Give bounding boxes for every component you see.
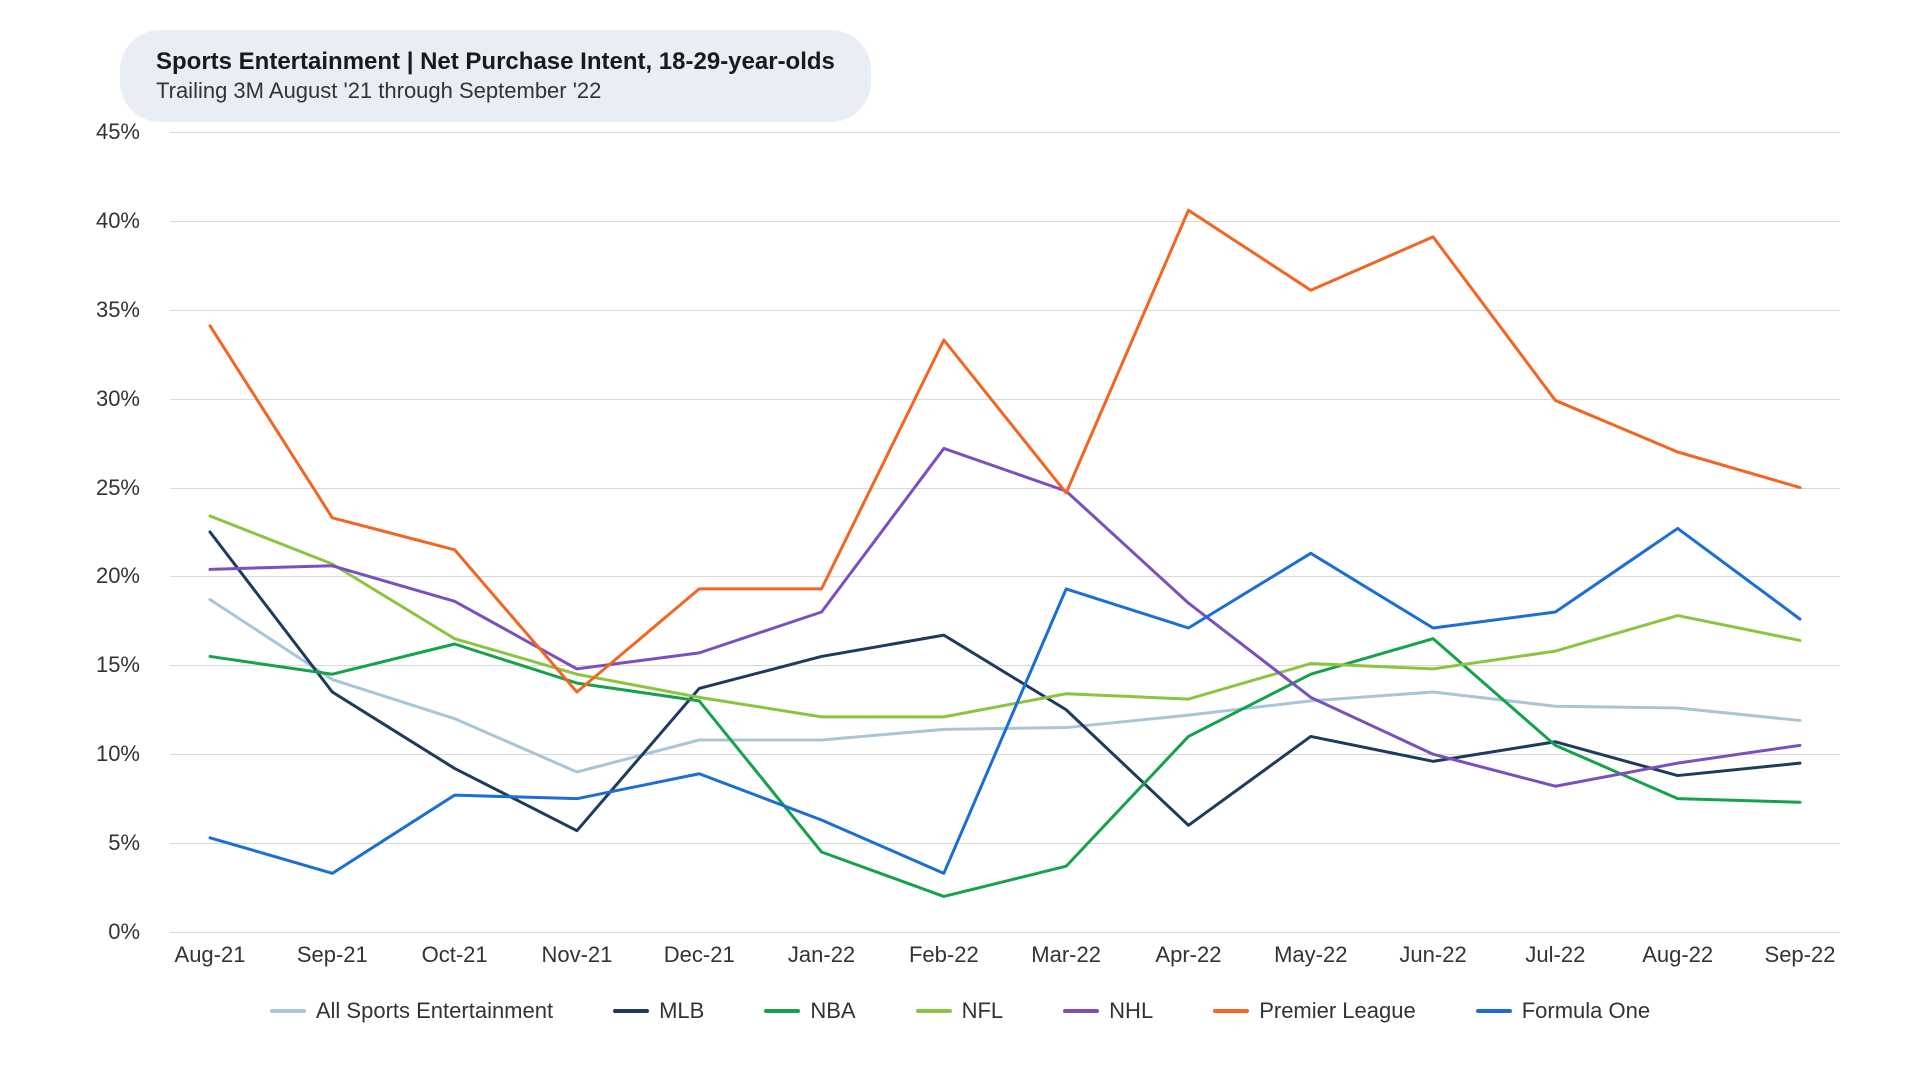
y-tick-label: 35% [96, 297, 140, 323]
series-line [210, 516, 1800, 717]
y-tick-label: 45% [96, 119, 140, 145]
legend-swatch [270, 1009, 306, 1013]
x-axis-labels: Aug-21 Sep-21 Oct-21 Nov-21 Dec-21 Jan-22 Feb-… [170, 942, 1840, 972]
plot-area: 0%5%10%15%20%25%30%35%40%45% Aug-21Sep-2… [60, 132, 1860, 992]
legend-item: NFL [916, 998, 1004, 1024]
x-tick-label: Aug-21 [175, 942, 246, 968]
chart-lines-svg [170, 132, 1840, 932]
series-line [210, 210, 1800, 692]
chart-subtitle: Trailing 3M August '21 through September… [156, 78, 835, 104]
y-tick-label: 20% [96, 563, 140, 589]
x-tick-label: Nov-21 [541, 942, 612, 968]
legend-swatch [1063, 1009, 1099, 1013]
legend-label: MLB [659, 998, 704, 1024]
chart-title-box: Sports Entertainment | Net Purchase Inte… [120, 30, 871, 122]
legend-label: NHL [1109, 998, 1153, 1024]
legend-label: All Sports Entertainment [316, 998, 553, 1024]
x-tick-label: Mar-22 [1031, 942, 1101, 968]
legend-swatch [1213, 1009, 1249, 1013]
x-tick-label: Sep-22 [1765, 942, 1836, 968]
y-tick-label: 5% [108, 830, 140, 856]
legend-label: Formula One [1522, 998, 1650, 1024]
legend-label: NBA [810, 998, 855, 1024]
legend-swatch [1476, 1009, 1512, 1013]
x-tick-label: Jun-22 [1399, 942, 1466, 968]
x-tick-label: Feb-22 [909, 942, 979, 968]
y-tick-label: 25% [96, 475, 140, 501]
x-tick-label: Sep-21 [297, 942, 368, 968]
plot-inner [170, 132, 1840, 932]
legend-label: NFL [962, 998, 1004, 1024]
chart-title: Sports Entertainment | Net Purchase Inte… [156, 48, 835, 76]
series-line [210, 528, 1800, 873]
legend-item: MLB [613, 998, 704, 1024]
line-chart-container: Sports Entertainment | Net Purchase Inte… [0, 0, 1920, 1080]
legend-swatch [613, 1009, 649, 1013]
y-tick-label: 40% [96, 208, 140, 234]
series-line [210, 448, 1800, 786]
chart-legend: All Sports Entertainment MLB NBA NFL NHL Prem… [60, 998, 1860, 1024]
x-tick-label: Apr-22 [1155, 942, 1221, 968]
y-tick-label: 30% [96, 386, 140, 412]
x-tick-label: Aug-22 [1642, 942, 1713, 968]
x-tick-label: Oct-21 [422, 942, 488, 968]
y-tick-label: 10% [96, 741, 140, 767]
x-tick-label: Dec-21 [664, 942, 735, 968]
legend-swatch [764, 1009, 800, 1013]
x-tick-label: May-22 [1274, 942, 1347, 968]
legend-label: Premier League [1259, 998, 1416, 1024]
x-tick-label: Jul-22 [1525, 942, 1585, 968]
y-tick-label: 0% [108, 919, 140, 945]
legend-item: Premier League [1213, 998, 1416, 1024]
legend-item: All Sports Entertainment [270, 998, 553, 1024]
grid-line [170, 932, 1840, 933]
series-line [210, 639, 1800, 897]
legend-item: Formula One [1476, 998, 1650, 1024]
y-tick-label: 15% [96, 652, 140, 678]
x-tick-label: Jan-22 [788, 942, 855, 968]
y-axis-labels: 0%5%10%15%20%25%30%35%40%45% [60, 132, 150, 932]
legend-item: NHL [1063, 998, 1153, 1024]
legend-swatch [916, 1009, 952, 1013]
legend-item: NBA [764, 998, 855, 1024]
series-line [210, 600, 1800, 772]
